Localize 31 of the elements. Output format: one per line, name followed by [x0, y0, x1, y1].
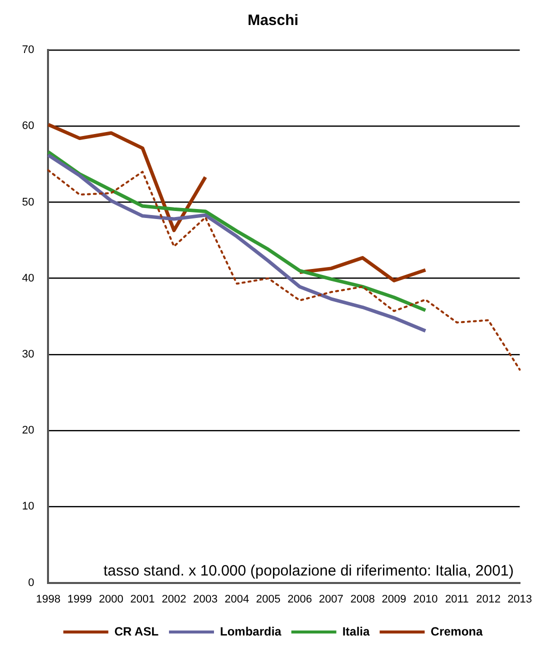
line-series [47, 169, 521, 371]
x-tick-label: 2001 [130, 593, 155, 606]
legend-label: Lombardia [220, 624, 282, 638]
legend-label: Cremona [430, 624, 484, 638]
x-tick-label: 2009 [382, 593, 406, 606]
x-tick-label: 2002 [162, 593, 186, 606]
x-tick-label: 2000 [98, 593, 124, 606]
x-tick-label: 2011 [445, 593, 469, 606]
annotation: tasso stand. x 10.000 (popolazione di riferimento: Italia, 2001) [104, 562, 514, 580]
x-tick-label: 1999 [67, 593, 92, 606]
x-tick-label: 2007 [318, 593, 344, 606]
x-tick-label: 2010 [413, 593, 438, 606]
y-tick-label: 30 [22, 348, 34, 360]
chart-title: Maschi [248, 12, 298, 30]
y-tick-label: 60 [22, 120, 34, 132]
y-tick-label: 70 [22, 44, 34, 56]
x-tick-label: 1998 [36, 593, 60, 606]
x-tick-label: 2004 [224, 593, 250, 606]
y-tick-label: 10 [22, 500, 34, 513]
y-tick-label: 20 [22, 424, 34, 437]
y-tick-label: 40 [22, 272, 34, 284]
x-tick-label: 2006 [287, 593, 312, 606]
x-tick-label: 2005 [256, 593, 281, 606]
legend-label: Italia [342, 624, 370, 638]
y-tick-label: 50 [22, 196, 34, 208]
legend-label: CR ASL [114, 624, 159, 638]
x-tick-label: 2013 [508, 593, 532, 606]
x-tick-label: 2012 [476, 593, 501, 606]
y-tick-label: 0 [28, 576, 34, 589]
x-tick-label: 2008 [350, 593, 375, 606]
x-tick-label: 2003 [193, 593, 218, 606]
